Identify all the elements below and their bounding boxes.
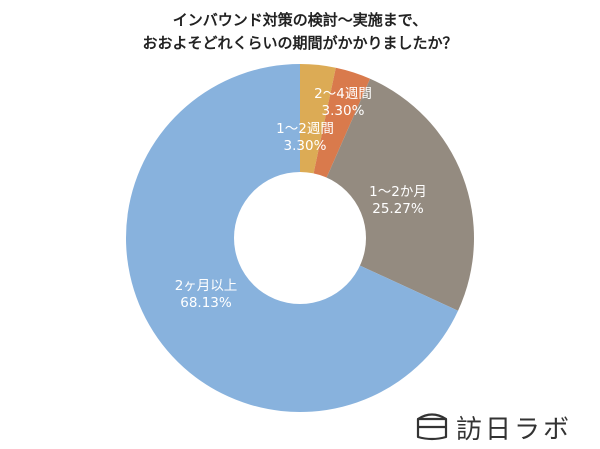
donut-hole xyxy=(234,172,366,304)
box-outline-icon xyxy=(416,413,448,441)
slice-labels: 1〜2週間 3.30% 2〜4週間 3.30% 1〜2か月 25.27% 2ヶ月… xyxy=(175,86,427,311)
chart-title-line-1: インバウンド対策の検討〜実施まで、 xyxy=(173,11,427,29)
slice-label-2-4-weeks-category: 2〜4週間 xyxy=(314,86,372,102)
slice-label-over-2-months-value: 68.13% xyxy=(180,295,232,311)
logo-text: 訪日ラボ xyxy=(456,415,572,445)
slice-label-1-2-months-category: 1〜2か月 xyxy=(369,184,427,200)
slice-label-2-4-weeks-value: 3.30% xyxy=(322,103,365,119)
slice-label-1-2-weeks-value: 3.30% xyxy=(284,138,327,154)
slice-label-over-2-months-category: 2ヶ月以上 xyxy=(175,278,238,294)
brand-logo: 訪日ラボ xyxy=(416,413,572,445)
slice-label-1-2-months-value: 25.27% xyxy=(372,201,424,217)
slice-label-1-2-weeks-category: 1〜2週間 xyxy=(276,121,334,137)
chart-title-line-2: おおよそどれくらいの期間がかかりましたか？ xyxy=(142,34,457,52)
